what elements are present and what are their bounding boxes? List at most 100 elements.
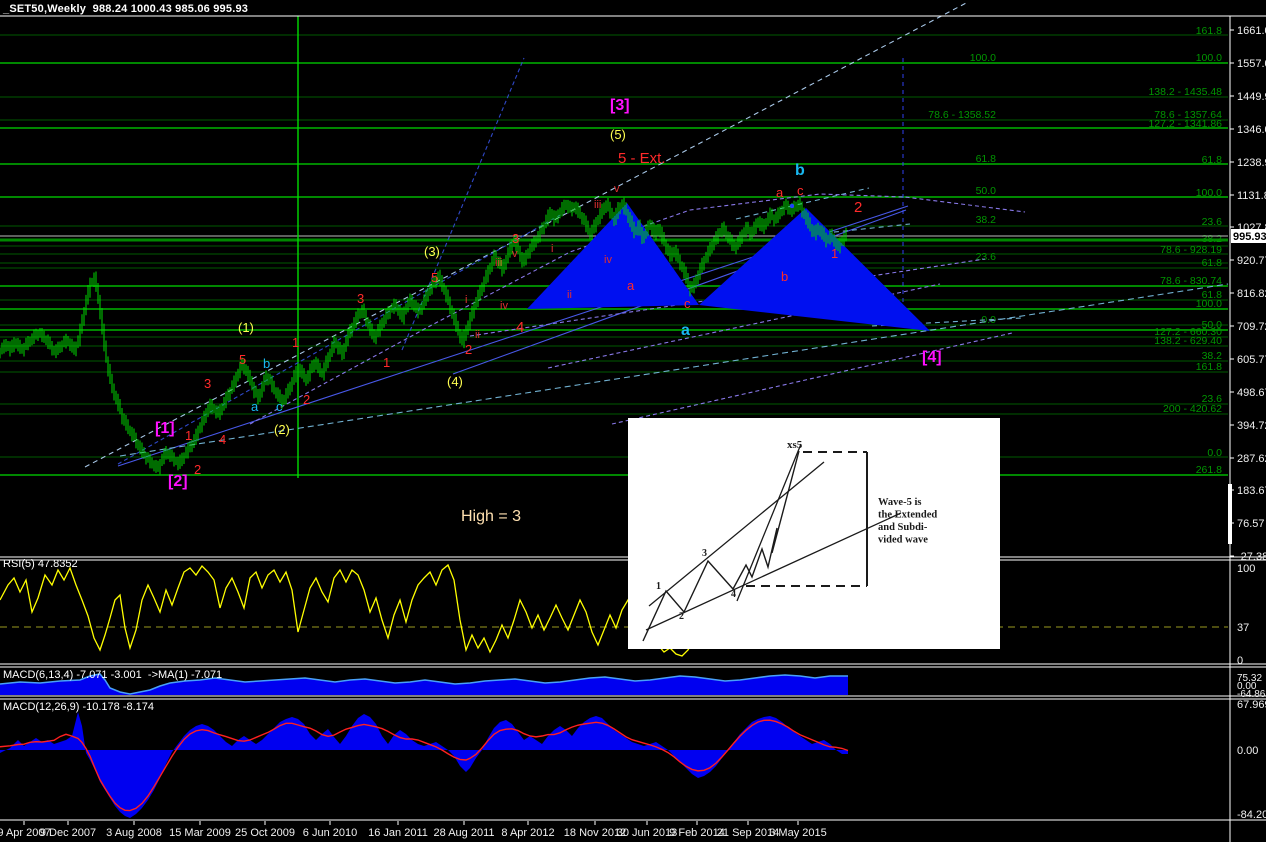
time-tick-label: 25 Oct 2009	[235, 827, 295, 839]
wave-label: 2	[303, 392, 310, 407]
macd-fast-pane[interactable]	[0, 673, 848, 695]
inset-pivot-label: 3	[702, 548, 707, 559]
time-tick-label: 28 Aug 2011	[434, 827, 495, 839]
fib-level-label: 0.0	[1207, 447, 1222, 459]
time-tick-label: 18 Nov 2012	[564, 827, 626, 839]
macd-fast-indicator-label: MACD(6,13,4) -7.071 -3.001 ->MA(1) -7.07…	[3, 669, 223, 681]
price-tick-label: 76.57	[1237, 518, 1265, 530]
macd-fast-scale-label: -64.863	[1237, 689, 1266, 700]
price-tick-label: 709.72	[1237, 321, 1266, 333]
price-tick-label: 1131.82	[1237, 190, 1266, 202]
time-tick-label: 21 Sep 2014	[717, 827, 779, 839]
macd-slow-histogram	[0, 712, 848, 818]
wave-label: ii	[567, 289, 572, 301]
wave-label: v	[512, 248, 518, 260]
wave-label: iii	[495, 257, 502, 269]
wave-label: 2	[465, 342, 472, 357]
price-tick-label: 1238.92	[1237, 157, 1266, 169]
macd-fast-scale-label: 75.32	[1237, 673, 1262, 684]
fib-level-label: 161.8	[1196, 25, 1222, 37]
fib-level-label: 127.2 - 660.30	[1154, 326, 1222, 338]
wave-label: c	[797, 183, 804, 198]
time-tick-label: 9 Dec 2007	[40, 827, 96, 839]
inset-wave-zigzag	[642, 450, 800, 642]
fib-level-label: 100.0	[1196, 52, 1222, 64]
fib-level-label: 61.8	[976, 153, 997, 165]
wave-label: 3	[204, 376, 211, 391]
trendline	[871, 317, 1023, 327]
price-tick-label: 287.62	[1237, 453, 1266, 465]
inset-pivot-label: 2	[679, 611, 684, 622]
price-scale[interactable]: 1661.02 1557.07 1449.97 1346.02 1238.92 1131.…	[1230, 25, 1266, 821]
rsi-scale-label: 100	[1237, 563, 1255, 575]
inset-channel-line	[645, 512, 902, 631]
wave-label: (2)	[274, 422, 290, 437]
wave-label: 1	[292, 335, 299, 350]
wave-label: iii	[594, 199, 601, 211]
wave-label: 5	[239, 352, 246, 367]
wave-label: 1	[185, 428, 192, 443]
time-tick-label: 16 Jan 2011	[368, 827, 428, 839]
wave-label: 3	[512, 231, 519, 246]
fib-level-label: 78.6 - 928.19	[1160, 244, 1222, 256]
trendline	[117, 213, 563, 465]
wave-label: a	[776, 185, 784, 200]
price-tick-label: 183.67	[1237, 485, 1266, 497]
price-tick-label: 605.77	[1237, 354, 1266, 366]
time-tick-label: 15 Mar 2009	[169, 827, 231, 839]
inset-pivot-label: 1	[656, 581, 661, 592]
macd-fast-scale-label: 0.00	[1237, 681, 1257, 692]
wave-label: [4]	[922, 349, 942, 366]
fib-level-label: 38.2	[1202, 350, 1223, 362]
trendline	[119, 283, 1229, 457]
rsi-scale-label: 0	[1237, 655, 1243, 667]
price-tick-label: 816.82	[1237, 288, 1266, 300]
current-price-label: 995.93	[1233, 231, 1266, 243]
inset-peak-label: xs5	[787, 439, 803, 451]
pattern-triangle	[527, 203, 699, 309]
inset-caption-line: vided wave	[878, 535, 928, 546]
fib-level-label: 50.0	[976, 185, 997, 197]
inset-caption-line: the Extended	[878, 510, 937, 521]
inset-caption-line: Wave-5 is	[878, 497, 921, 508]
wave-label: b	[781, 269, 788, 284]
wave-label: c	[276, 399, 283, 414]
time-tick-label: 3 Aug 2008	[106, 827, 162, 839]
wave-label: b	[263, 356, 270, 371]
macd-slow-pane[interactable]	[0, 712, 849, 818]
fib-level-label: 261.8	[1196, 464, 1222, 476]
fib-level-label: 200 - 420.62	[1163, 403, 1222, 415]
chart-title: _SET50,Weekly 988.24 1000.43 985.06 995.…	[3, 3, 249, 15]
time-tick-label: 30 Jun 2013	[617, 827, 678, 839]
price-tick-label: 1449.97	[1237, 91, 1266, 103]
inset-channel-line	[648, 461, 825, 607]
fib-level-label: 61.8	[1202, 289, 1223, 301]
fib-level-label: 50.0	[1202, 319, 1223, 331]
wave-label: 4	[219, 432, 226, 447]
price-tick-label: 1557.07	[1237, 58, 1266, 70]
trendline	[735, 187, 870, 220]
fib-level-label: 100.0	[1196, 187, 1222, 199]
scrollbar-thumb[interactable]	[1228, 484, 1232, 544]
wave-label: 1	[383, 355, 390, 370]
inset-caption-line: and Subdi-	[878, 522, 928, 533]
fib-level-label: 138.2 - 629.40	[1154, 335, 1222, 347]
inset-pivot-label: 4	[731, 589, 736, 600]
time-tick-label: 3 May 2015	[769, 827, 826, 839]
fib-level-label: 78.6 - 830.74	[1160, 275, 1222, 287]
candlestick-series	[0, 197, 847, 475]
trendline	[611, 332, 1013, 425]
fib-level-label: 78.6 - 1357.64	[1154, 109, 1222, 121]
inset-channel-line	[736, 443, 802, 602]
price-tick-label: -27.38	[1237, 551, 1266, 563]
wave-label: ii	[475, 329, 480, 341]
wave-label: [3]	[610, 97, 630, 114]
macd-slow-signal-line	[0, 719, 849, 812]
fib-level-label: 100.0	[1196, 298, 1222, 310]
fib-level-label: 78.6 - 1358.52	[928, 109, 996, 121]
fib-level-label: 61.8	[1202, 154, 1223, 166]
